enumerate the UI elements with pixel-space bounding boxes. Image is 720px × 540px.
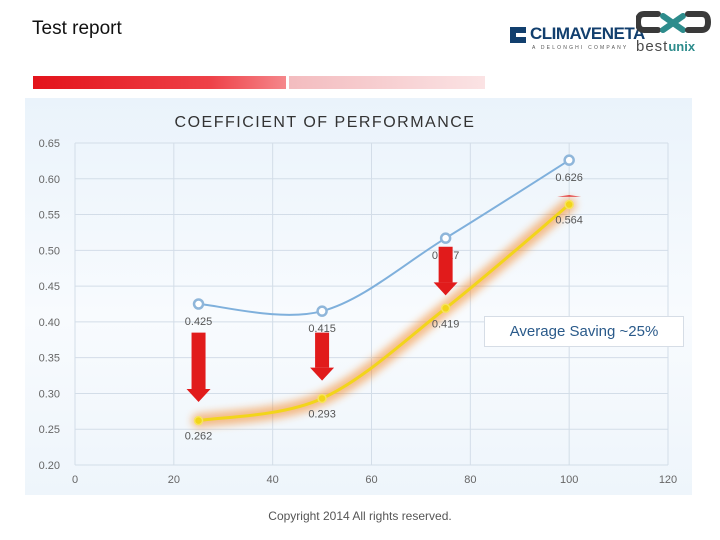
annotation-arrows xyxy=(186,195,582,403)
upper-series-point xyxy=(563,154,575,166)
y-tick-label: 0.45 xyxy=(39,281,60,293)
arrow-shaft xyxy=(438,246,453,283)
down-arrow xyxy=(310,332,335,381)
arrow-head xyxy=(186,389,211,403)
x-tick-label: 120 xyxy=(659,474,677,486)
x-tick-label: 60 xyxy=(365,474,377,486)
upper-series-point xyxy=(316,305,328,317)
y-tick-label: 0.20 xyxy=(39,460,60,472)
upper-data-label: 0.425 xyxy=(185,316,213,328)
lower-series-point xyxy=(317,393,327,404)
climaveneta-wordmark: CLIMAVENETA xyxy=(530,24,645,43)
down-arrow xyxy=(186,332,211,403)
y-tick-label: 0.65 xyxy=(39,138,60,150)
y-tick-label: 0.60 xyxy=(39,174,60,186)
y-tick-label: 0.25 xyxy=(39,424,60,436)
bestunix-wordmark: bestunix xyxy=(636,38,695,55)
cop-chart: COEFFICIENT OF PERFORMANCE 0.200.250.300… xyxy=(39,114,678,486)
y-tick-label: 0.50 xyxy=(39,245,60,257)
bestunix-mark-icon xyxy=(634,11,712,33)
accent-bar-red xyxy=(33,76,286,89)
y-tick-label: 0.35 xyxy=(39,353,60,365)
y-axis-ticks: 0.20 0.25 0.30 0.35 0.40 0.45 0.50 0.55 0.60 0.65 xyxy=(39,138,60,472)
lower-data-label: 0.262 xyxy=(185,431,213,443)
bestunix-logo: bestunix xyxy=(634,10,712,55)
upper-series-point xyxy=(439,232,452,244)
chart-title: COEFFICIENT OF PERFORMANCE xyxy=(175,114,476,131)
arrow-shaft xyxy=(191,332,206,390)
y-tick-label: 0.30 xyxy=(39,388,60,400)
down-arrow xyxy=(433,246,458,296)
chart-container: COEFFICIENT OF PERFORMANCE 0.20 0.25 0.30 0… xyxy=(25,98,692,495)
lower-data-label: 0.293 xyxy=(308,408,336,420)
climaveneta-mark-icon xyxy=(510,27,526,43)
x-tick-label: 100 xyxy=(560,474,578,486)
upper-data-label: 0.415 xyxy=(308,323,336,335)
lower-series-line xyxy=(198,203,571,423)
upper-data-label: 0.626 xyxy=(555,172,583,184)
climaveneta-tagline: A DELONGHI COMPANY xyxy=(532,45,629,51)
x-axis-ticks: 0 20 40 60 80 100 120 xyxy=(72,474,677,486)
y-tick-label: 0.55 xyxy=(39,210,60,222)
x-tick-label: 0 xyxy=(72,474,78,486)
x-tick-label: 80 xyxy=(464,474,476,486)
upper-series-point xyxy=(192,298,205,310)
series-lines xyxy=(198,159,571,423)
series-points xyxy=(192,154,575,426)
accent-bar-pink xyxy=(289,76,485,89)
slide-title: Test report xyxy=(32,18,122,39)
upper-series-line xyxy=(198,159,570,316)
grid-layer xyxy=(74,142,669,466)
arrow-head xyxy=(433,282,458,296)
lower-series-point xyxy=(564,199,574,210)
lower-data-label: 0.564 xyxy=(555,215,583,227)
bestunix-prefix: best xyxy=(636,38,669,55)
y-tick-label: 0.40 xyxy=(39,317,60,329)
arrow-head xyxy=(310,367,335,381)
bestunix-suffix: unix xyxy=(668,39,696,54)
arrow-head xyxy=(557,195,582,197)
down-arrow xyxy=(557,195,582,197)
lower-series-point xyxy=(440,303,451,314)
lower-data-label: 0.419 xyxy=(432,318,460,330)
x-tick-label: 20 xyxy=(168,474,180,486)
climaveneta-logo: CLIMAVENETA A DELONGHI COMPANY xyxy=(508,20,645,54)
lower-series-point xyxy=(193,415,204,426)
x-tick-label: 40 xyxy=(267,474,279,486)
copyright-footer: Copyright 2014 All rights reserved. xyxy=(268,509,452,523)
arrow-shaft xyxy=(315,332,330,368)
average-saving-callout: Average Saving ~25% xyxy=(484,316,684,347)
